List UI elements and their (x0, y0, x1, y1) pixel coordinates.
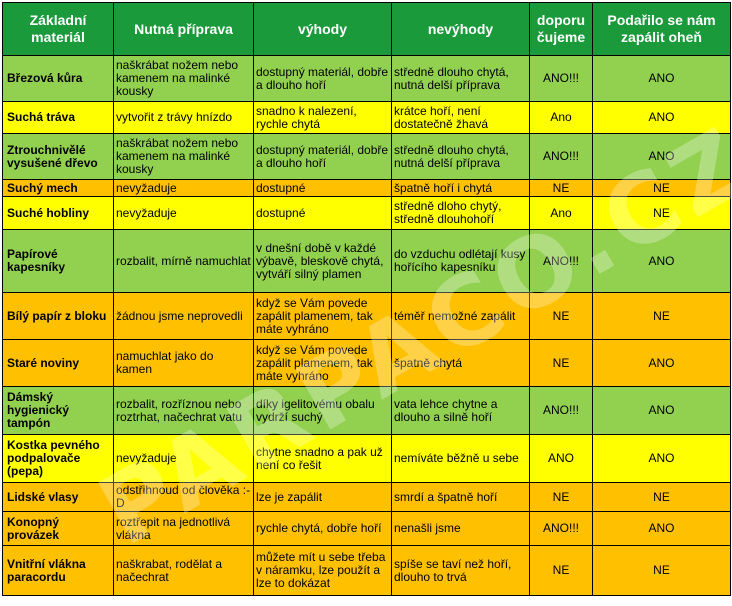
doporucujeme-cell: ANO!!! (529, 55, 593, 102)
table-row: Ztrouchnivělé vysušené dřevo naškrábat no… (2, 133, 731, 180)
priprava-cell: vytvořit z trávy hnízdo (113, 101, 254, 134)
zapalit-cell: NE (592, 292, 731, 340)
material-cell: Kostka pevného podpalovače (pepa) (2, 434, 114, 483)
table-row: Vnitřní vlákna paracordu naškrabat, roděl… (2, 545, 731, 596)
vyhody-cell: dostupný materiál, dobře a dlouho hoří (253, 55, 392, 102)
zapalit-cell: ANO (592, 133, 731, 180)
nevyhody-cell: středně dloho chytý, středně dlouhohoří (391, 196, 530, 230)
doporucujeme-cell: NE (529, 545, 593, 596)
zapalit-cell: ANO (592, 101, 731, 134)
doporucujeme-cell: ANO!!! (529, 511, 593, 546)
vyhody-cell: dostupné (253, 196, 392, 230)
doporucujeme-cell: NE (529, 292, 593, 340)
material-cell: Vnitřní vlákna paracordu (2, 545, 114, 596)
table-row: Staré noviny namuchlat jako do kamen když … (2, 339, 731, 387)
priprava-cell: rozbalit, mírně namuchlat (113, 229, 254, 293)
material-cell: Březová kůra (2, 55, 114, 102)
vyhody-cell: můžete mít u sebe třeba v náramku, lze p… (253, 545, 392, 596)
vyhody-cell: lze je zapálit (253, 482, 392, 512)
table-row: Suché hobliny nevyžaduje dostupné středně d… (2, 196, 731, 230)
doporucujeme-cell: Ano (529, 101, 593, 134)
zapalit-cell: ANO (592, 55, 731, 102)
table-row: Lidské vlasy odstřihnoud od člověka :-D lz… (2, 482, 731, 512)
vyhody-cell: když se Vám povede zapálit plamenem, tak… (253, 292, 392, 340)
priprava-cell: nevyžaduje (113, 196, 254, 230)
vyhody-cell: chytne snadno a pak už není co řešit (253, 434, 392, 483)
material-cell: Dámský hygienický tampón (2, 386, 114, 435)
vyhody-cell: dostupné (253, 179, 392, 197)
table-row: Papírové kapesníky rozbalit, mírně namuch… (2, 229, 731, 293)
nevyhody-cell: téměř nemožné zapálit (391, 292, 530, 340)
zapalit-cell: NE (592, 179, 731, 197)
material-cell: Bílý papír z bloku (2, 292, 114, 340)
nevyhody-cell: středně dlouho chytá, nutná delší přípra… (391, 133, 530, 180)
nevyhody-cell: středně dlouho chytá, nutná delší přípra… (391, 55, 530, 102)
zapalit-cell: ANO (592, 386, 731, 435)
zapalit-cell: ANO (592, 511, 731, 546)
nevyhody-cell: špatně chytá (391, 339, 530, 387)
nevyhody-cell: do vzduchu odlétají kusy hořícího kapesn… (391, 229, 530, 293)
priprava-cell: odstřihnoud od člověka :-D (113, 482, 254, 512)
comparison-table: Základní materiál Nutná příprava výhody … (2, 2, 731, 596)
zapalit-cell: ANO (592, 339, 731, 387)
priprava-cell: nevyžaduje (113, 434, 254, 483)
doporucujeme-cell: ANO!!! (529, 229, 593, 293)
doporucujeme-cell: NE (529, 482, 593, 512)
header-vyhody: výhody (253, 2, 392, 56)
zapalit-cell: NE (592, 482, 731, 512)
priprava-cell: roztřepit na jednotlivá vlákna (113, 511, 254, 546)
table-row: Suchý mech nevyžaduje dostupné špatně hoří … (2, 179, 731, 197)
doporucujeme-cell: Ano (529, 196, 593, 230)
nevyhody-cell: nemíváte běžně u sebe (391, 434, 530, 483)
header-material: Základní materiál (2, 2, 114, 56)
priprava-cell: naškrabat, rodělat a načechrat (113, 545, 254, 596)
zapalit-cell: ANO (592, 434, 731, 483)
doporucujeme-cell: ANO!!! (529, 133, 593, 180)
header-row: Základní materiál Nutná příprava výhody … (2, 2, 731, 56)
zapalit-cell: NE (592, 196, 731, 230)
doporucujeme-cell: ANO (529, 434, 593, 483)
table-row: Bílý papír z bloku žádnou jsme neprovedli… (2, 292, 731, 340)
header-nevyhody: nevýhody (391, 2, 530, 56)
vyhody-cell: díky igelitovému obalu vydrží suchý (253, 386, 392, 435)
material-cell: Papírové kapesníky (2, 229, 114, 293)
vyhody-cell: dostupný materiál, dobře a dlouho hoří (253, 133, 392, 180)
vyhody-cell: snadno k nalezení, rychle chytá (253, 101, 392, 134)
table-row: Březová kůra naškrábat nožem nebo kamenem… (2, 55, 731, 102)
priprava-cell: naškrábat nožem nebo kamenem na malinké … (113, 133, 254, 180)
vyhody-cell: rychle chytá, dobře hoří (253, 511, 392, 546)
doporucujeme-cell: NE (529, 179, 593, 197)
priprava-cell: žádnou jsme neprovedli (113, 292, 254, 340)
doporucujeme-cell: ANO!!! (529, 386, 593, 435)
material-cell: Suché hobliny (2, 196, 114, 230)
table-row: Suchá tráva vytvořit z trávy hnízdo snadno… (2, 101, 731, 134)
material-cell: Ztrouchnivělé vysušené dřevo (2, 133, 114, 180)
vyhody-cell: když se Vám povede zapálit plamenem, tak… (253, 339, 392, 387)
nevyhody-cell: spíše se taví než hoří, dlouho to trvá (391, 545, 530, 596)
doporucujeme-cell: NE (529, 339, 593, 387)
material-cell: Konopný provázek (2, 511, 114, 546)
table-row: Konopný provázek roztřepit na jednotlivá … (2, 511, 731, 546)
priprava-cell: nevyžaduje (113, 179, 254, 197)
nevyhody-cell: krátce hoří, není dostatečně žhavá (391, 101, 530, 134)
zapalit-cell: NE (592, 545, 731, 596)
zapalit-cell: ANO (592, 229, 731, 293)
table-row: Dámský hygienický tampón rozbalit, rozříz… (2, 386, 731, 435)
vyhody-cell: v dnešní době v každé výbavě, bleskově c… (253, 229, 392, 293)
nevyhody-cell: smrdí a špatně hoří (391, 482, 530, 512)
nevyhody-cell: nenašli jsme (391, 511, 530, 546)
material-cell: Suchý mech (2, 179, 114, 197)
priprava-cell: rozbalit, rozříznou nebo roztrhat, načec… (113, 386, 254, 435)
nevyhody-cell: vata lehce chytne a dlouho a silně hoří (391, 386, 530, 435)
table-row: Kostka pevného podpalovače (pepa) nevyžad… (2, 434, 731, 483)
header-zapalit: Podařilo se nám zapálit oheň (592, 2, 731, 56)
header-priprava: Nutná příprava (113, 2, 254, 56)
priprava-cell: naškrábat nožem nebo kamenem na malinké … (113, 55, 254, 102)
material-cell: Staré noviny (2, 339, 114, 387)
priprava-cell: namuchlat jako do kamen (113, 339, 254, 387)
nevyhody-cell: špatně hoří i chytá (391, 179, 530, 197)
material-cell: Lidské vlasy (2, 482, 114, 512)
material-cell: Suchá tráva (2, 101, 114, 134)
header-doporucujeme: doporu čujeme (529, 2, 593, 56)
